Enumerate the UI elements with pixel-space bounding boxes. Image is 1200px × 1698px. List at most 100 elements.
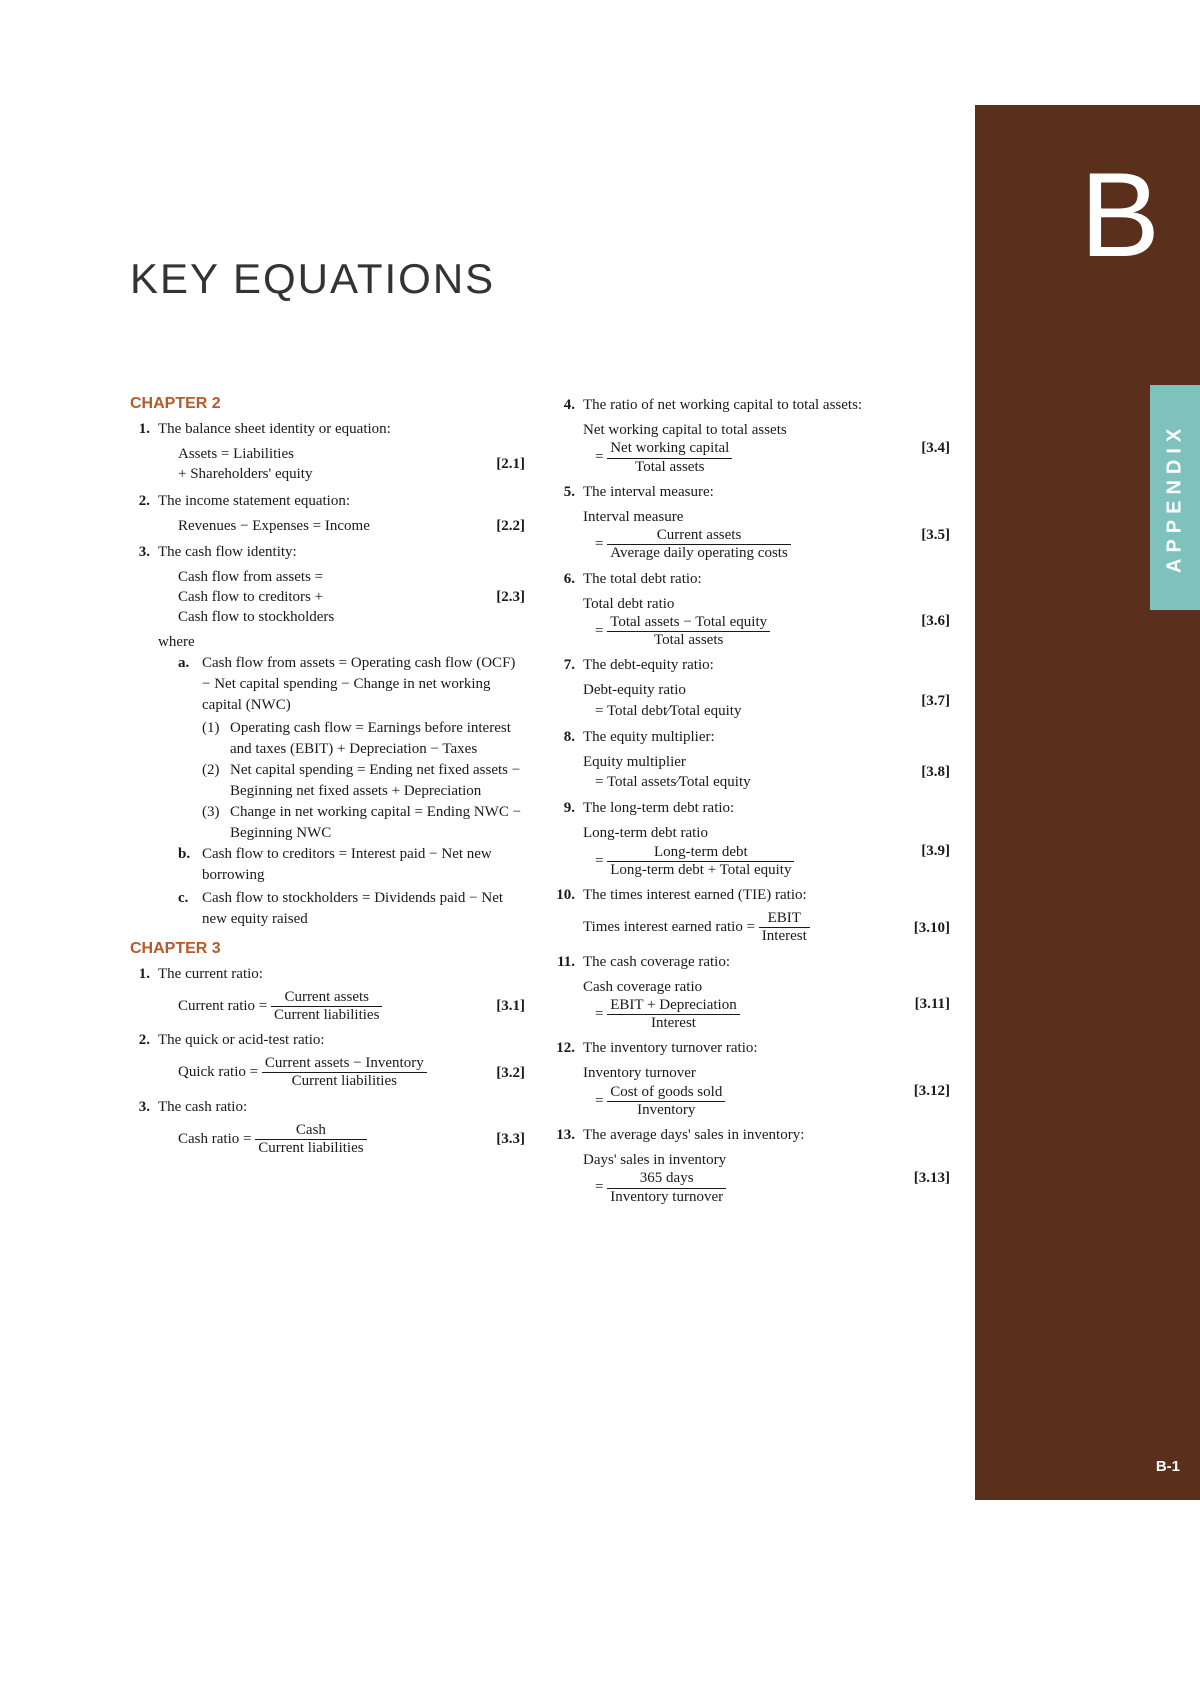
appendix-tab-label: APPENDIX	[1150, 385, 1200, 610]
eq-ref: [2.2]	[496, 516, 525, 536]
eq-3-8: Equity multiplier = Total assets∕Total e…	[555, 752, 950, 793]
eq-line: = Total debt∕Total equity	[583, 701, 900, 721]
fraction: EBITInterest	[759, 910, 810, 946]
eq-3-4: Net working capital to total assets = Ne…	[555, 420, 950, 476]
numerator: EBIT + Depreciation	[607, 997, 739, 1015]
fraction: Total assets − Total equityTotal assets	[607, 614, 770, 650]
numerator: Net working capital	[607, 440, 732, 458]
sub-text: Cash flow to creditors = Interest paid −…	[202, 844, 525, 886]
fraction: Current assets − Inventory Current liabi…	[262, 1055, 427, 1091]
sub-a-3: (3) Change in net working capital = Endi…	[178, 802, 525, 844]
left-column: CHAPTER 2 1. The balance sheet identity …	[130, 395, 525, 1212]
eq-ref: [3.8]	[921, 762, 950, 782]
eq-ref: [3.10]	[914, 918, 950, 938]
denominator: Interest	[759, 928, 810, 945]
eq-line: Inventory turnover	[583, 1063, 900, 1083]
eq-ref: [3.11]	[915, 994, 950, 1014]
numerator: Cash	[255, 1122, 366, 1140]
eq-line: Revenues − Expenses = Income	[158, 516, 475, 536]
eq-lhs: Times interest earned ratio =	[583, 919, 755, 935]
eq-lhs: Current ratio =	[178, 998, 267, 1014]
item-number: 6.	[555, 569, 583, 590]
eq-line: Net working capital to total assets	[583, 420, 900, 440]
eq-3-6: Total debt ratio = Total assets − Total …	[555, 594, 950, 650]
denominator: Average daily operating costs	[607, 545, 791, 562]
eq-3-5: Interval measure = Current assetsAverage…	[555, 507, 950, 563]
eq-ref: [3.1]	[496, 996, 525, 1016]
denominator: Total assets	[607, 632, 770, 649]
fraction: EBIT + DepreciationInterest	[607, 997, 739, 1033]
eq-lhs: Cash ratio =	[178, 1131, 251, 1147]
denominator: Interest	[607, 1015, 739, 1032]
item-number: 1.	[130, 964, 158, 985]
subsub-number: (2)	[202, 760, 230, 802]
item-number: 1.	[130, 419, 158, 440]
item-number: 5.	[555, 482, 583, 503]
eq-3-4-item: 4. The ratio of net working capital to t…	[555, 395, 950, 416]
eq-3-10-item: 10. The times interest earned (TIE) rati…	[555, 885, 950, 906]
eq-line: Cash coverage ratio	[583, 977, 900, 997]
sub-letter: c.	[178, 888, 202, 930]
item-number: 10.	[555, 885, 583, 906]
sub-definitions: a. Cash flow from assets = Operating cas…	[130, 653, 525, 930]
eq-3-13-item: 13. The average days' sales in inventory…	[555, 1125, 950, 1146]
item-text: The income statement equation:	[158, 491, 525, 512]
item-text: The interval measure:	[583, 482, 950, 503]
item-number: 13.	[555, 1125, 583, 1146]
item-number: 12.	[555, 1038, 583, 1059]
item-text: The equity multiplier:	[583, 727, 950, 748]
eq-ref: [3.4]	[921, 438, 950, 458]
fraction: Current assetsAverage daily operating co…	[607, 527, 791, 563]
eq-line: = Total assets∕Total equity	[583, 772, 900, 792]
denominator: Total assets	[607, 459, 732, 476]
subsub-text: Net capital spending = Ending net fixed …	[230, 760, 525, 802]
item-number: 9.	[555, 798, 583, 819]
eq-ref: [2.1]	[496, 454, 525, 474]
eq-line: Debt-equity ratio	[583, 680, 900, 700]
eq-3-6-item: 6. The total debt ratio:	[555, 569, 950, 590]
sub-letter: b.	[178, 844, 202, 886]
right-column: 4. The ratio of net working capital to t…	[555, 395, 950, 1212]
sub-a-2: (2) Net capital spending = Ending net fi…	[178, 760, 525, 802]
appendix-letter: B	[1080, 155, 1160, 275]
fraction: Cash Current liabilities	[255, 1122, 366, 1158]
numerator: Current assets	[271, 989, 382, 1007]
item-text: The balance sheet identity or equation:	[158, 419, 525, 440]
eq-3-12-item: 12. The inventory turnover ratio:	[555, 1038, 950, 1059]
denominator: Inventory turnover	[607, 1189, 726, 1206]
item-number: 3.	[130, 1097, 158, 1118]
sub-c: c. Cash flow to stockholders = Dividends…	[178, 888, 525, 930]
eq-ref: [3.6]	[921, 611, 950, 631]
numerator: Cost of goods sold	[607, 1084, 725, 1102]
eq-ref: [3.12]	[914, 1081, 950, 1101]
eq-3-9: Long-term debt ratio = Long-term debtLon…	[555, 823, 950, 879]
eq-3-9-item: 9. The long-term debt ratio:	[555, 798, 950, 819]
item-number: 3.	[130, 542, 158, 563]
eq-3-8-item: 8. The equity multiplier:	[555, 727, 950, 748]
fraction: Current assets Current liabilities	[271, 989, 382, 1025]
eq-ref: [3.5]	[921, 525, 950, 545]
chapter-3-heading: CHAPTER 3	[130, 940, 525, 958]
eq-3-11: Cash coverage ratio = EBIT + Depreciatio…	[555, 977, 950, 1033]
subsub-text: Operating cash flow = Earnings before in…	[230, 718, 525, 760]
item-text: The cash flow identity:	[158, 542, 525, 563]
eq-lhs: Quick ratio =	[178, 1064, 258, 1080]
numerator: Long-term debt	[607, 844, 794, 862]
eq-ref: [3.9]	[921, 841, 950, 861]
eq-3-1: Current ratio = Current assets Current l…	[130, 989, 525, 1025]
eq-3-13: Days' sales in inventory = 365 daysInven…	[555, 1150, 950, 1206]
eq-ref: [2.3]	[496, 587, 525, 607]
eq-2-1-item: 1. The balance sheet identity or equatio…	[130, 419, 525, 440]
eq-line: Interval measure	[583, 507, 900, 527]
fraction: Cost of goods soldInventory	[607, 1084, 725, 1120]
sub-letter: a.	[178, 653, 202, 716]
eq-ref: [3.7]	[921, 690, 950, 710]
denominator: Current liabilities	[262, 1073, 427, 1090]
item-number: 4.	[555, 395, 583, 416]
appendix-side-panel: B APPENDIX B-1	[975, 105, 1200, 1500]
eq-3-1-item: 1. The current ratio:	[130, 964, 525, 985]
eq-3-3-item: 3. The cash ratio:	[130, 1097, 525, 1118]
eq-3-5-item: 5. The interval measure:	[555, 482, 950, 503]
eq-3-7: Debt-equity ratio = Total debt∕Total equ…	[555, 680, 950, 721]
item-number: 7.	[555, 655, 583, 676]
